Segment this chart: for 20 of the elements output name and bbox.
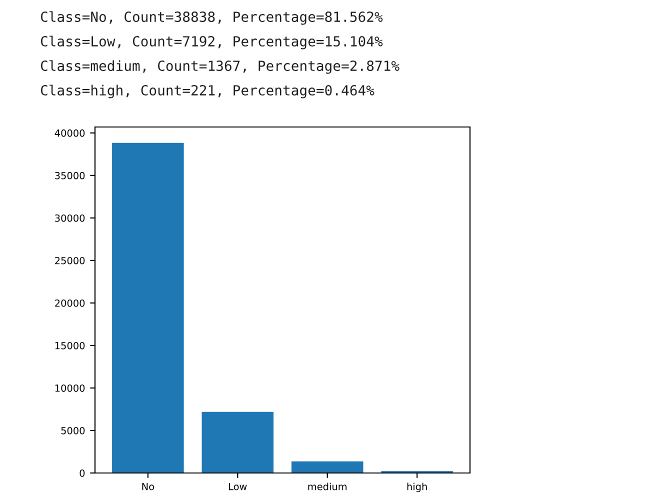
text: Class=Low, Count=7192, Percentage=15.104% [40,36,383,50]
x-tick-label: medium [308,482,347,490]
y-tick-label: 10000 [55,384,85,392]
y-tick-label: 30000 [55,214,85,222]
y-tick-label: 25000 [55,256,85,264]
x-tick-label: Low [229,483,247,490]
y-tick-label: 15000 [55,342,85,350]
bar [202,412,274,473]
x-tick-label: high [407,482,427,492]
y-tick-label: 5000 [61,426,85,434]
y-tick-label: 35000 [55,172,85,180]
y-tick-label: 40000 [54,129,85,137]
x-tick-label: No [142,483,154,490]
text: Class=No, Count=38838, Percentage=81.562% [40,11,383,25]
text: Class=medium, Count=1367, Percentage=2.871% [40,60,400,74]
y-tick-label: 20000 [55,299,85,307]
bar [291,461,364,473]
bar [112,142,184,473]
text: Class=high, Count=221, Percentage=0.464% [40,84,374,98]
y-tick-label: 0 [80,469,85,477]
